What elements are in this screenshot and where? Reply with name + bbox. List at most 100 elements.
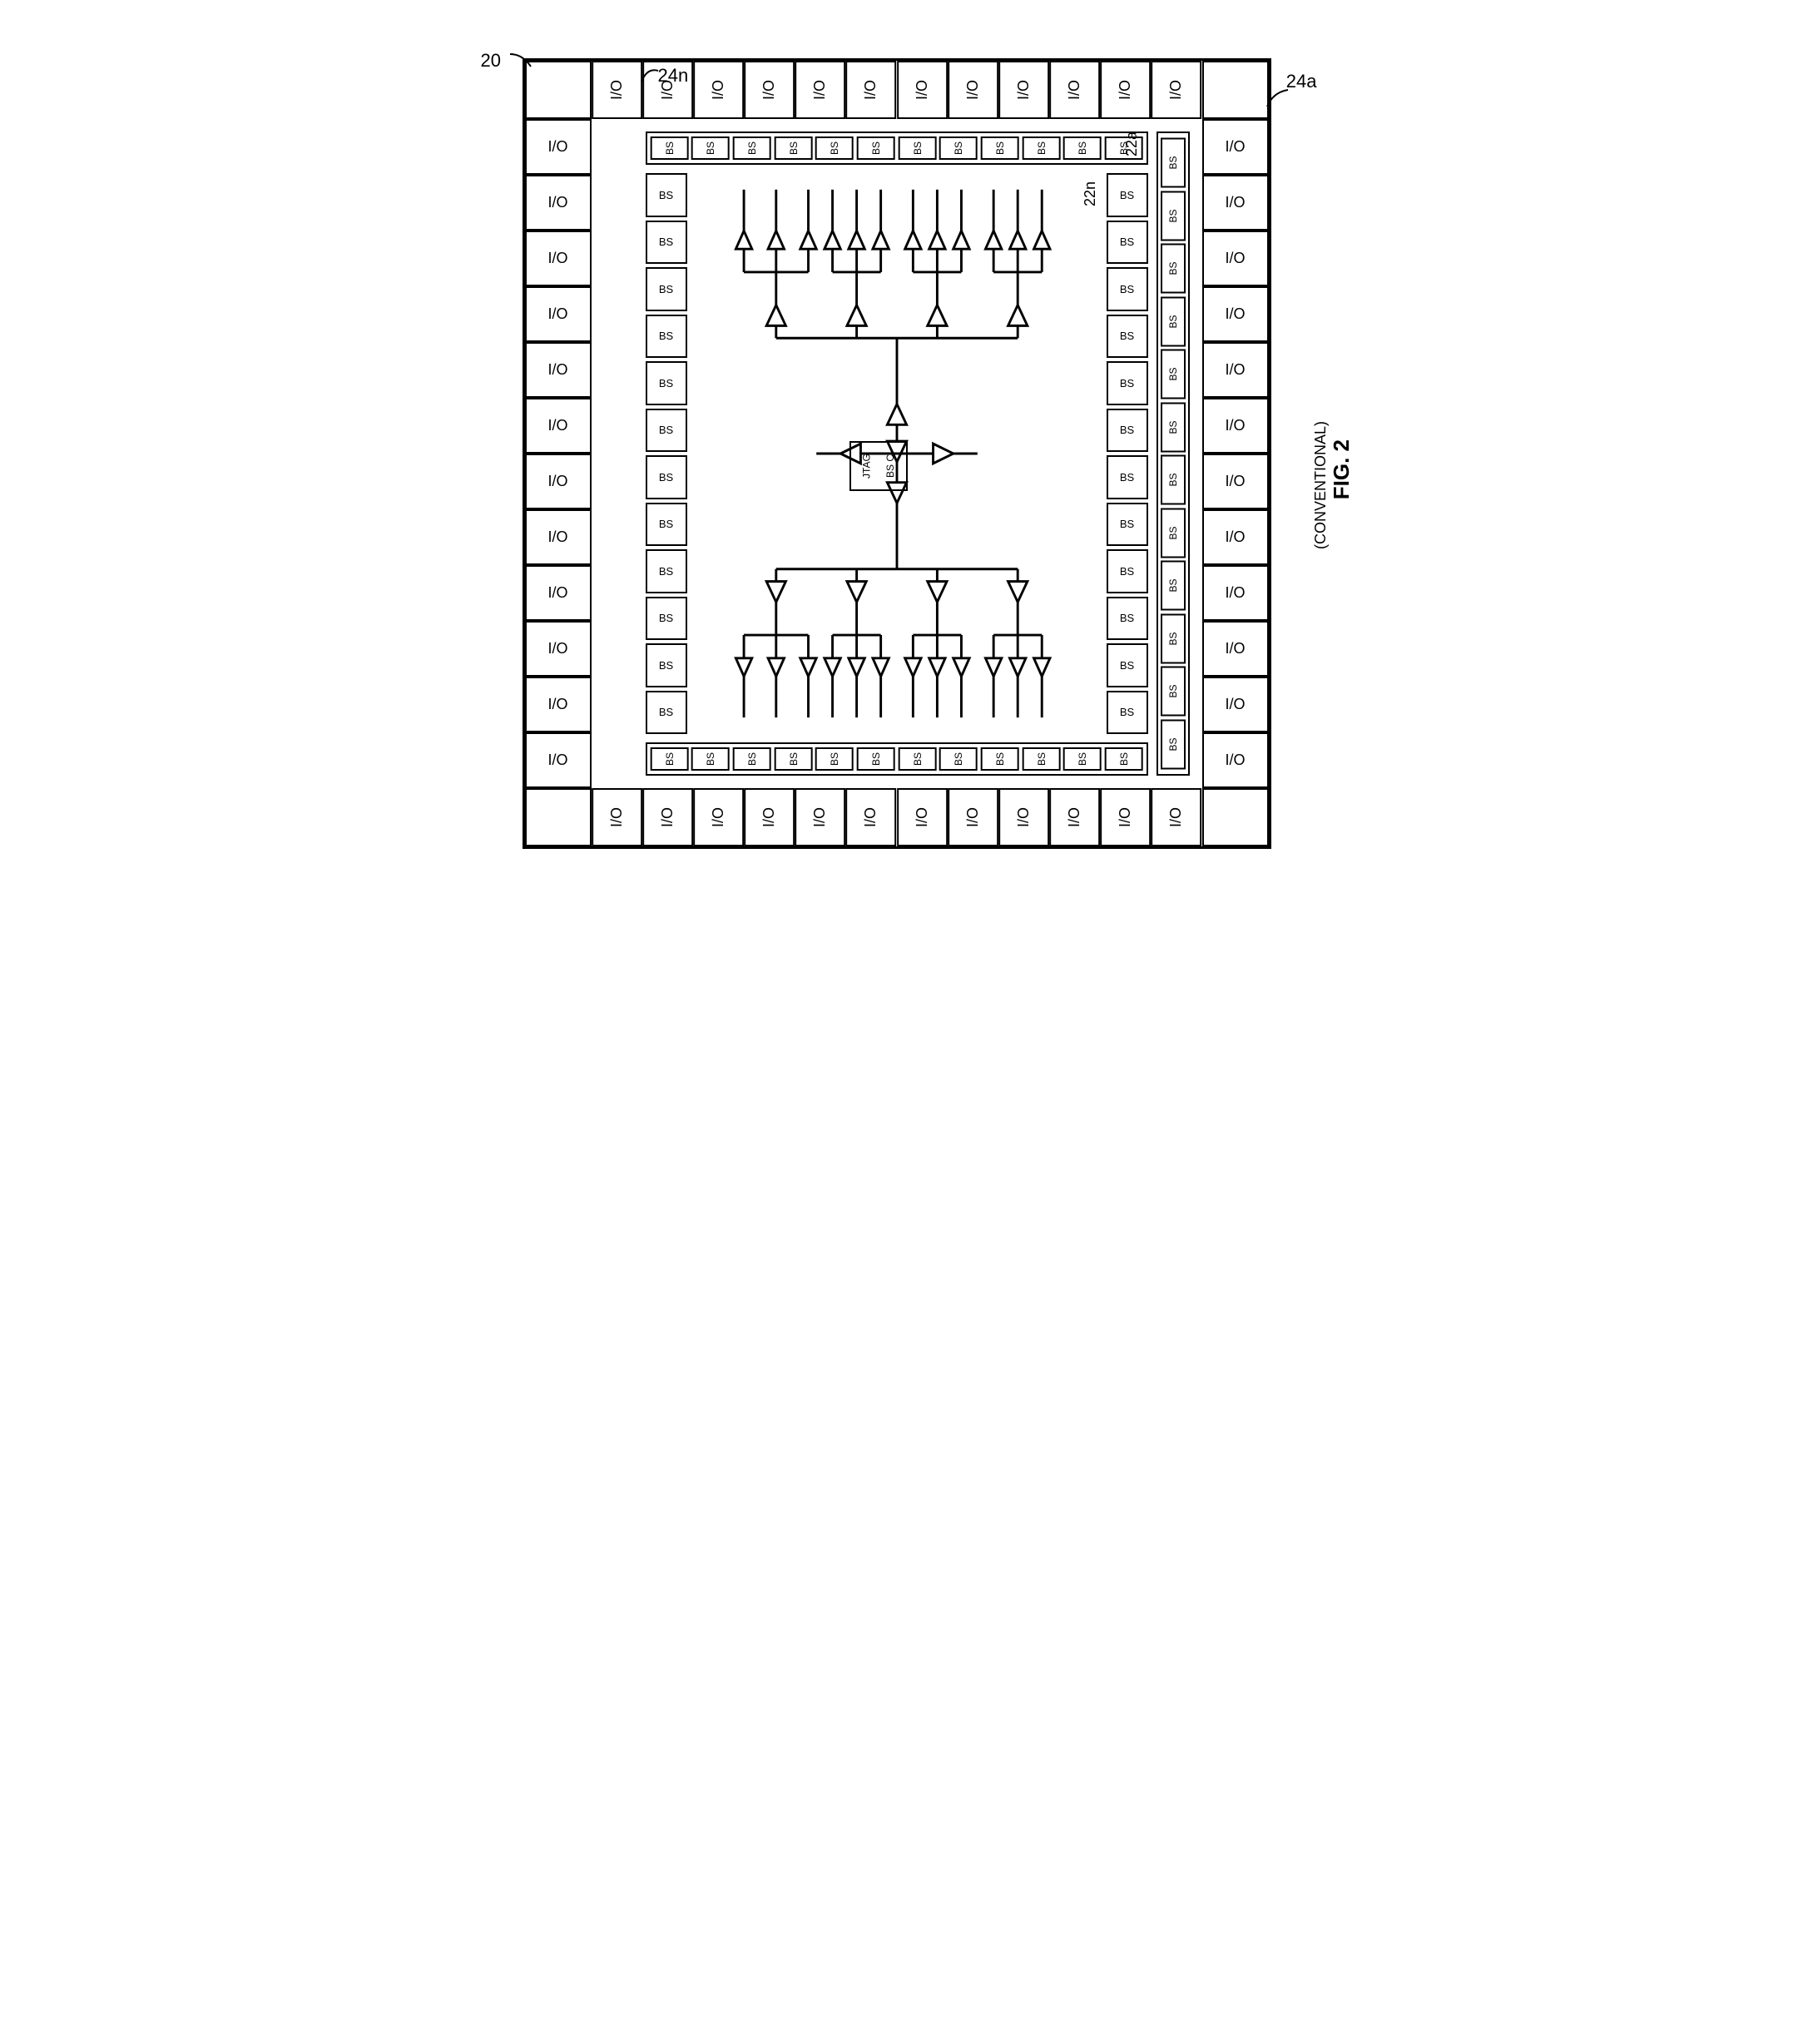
bs-cell: BS: [1107, 409, 1148, 453]
bs-cell: BS: [646, 221, 687, 265]
io-pad: I/O: [1151, 61, 1201, 119]
io-pad: I/O: [1202, 398, 1269, 454]
corner: [525, 788, 592, 846]
bs-cell: BS: [1107, 315, 1148, 359]
io-pad: I/O: [795, 61, 845, 119]
corner: [1202, 61, 1269, 119]
bs-cell: BS: [1161, 244, 1186, 294]
chip-outline: I/OI/OI/OI/OI/OI/OI/OI/OI/OI/OI/OI/O I/O…: [523, 58, 1271, 849]
io-pad: I/O: [693, 61, 744, 119]
bs-cell: BS: [1105, 136, 1143, 160]
io-row-bottom: I/OI/OI/OI/OI/OI/OI/OI/OI/OI/OI/OI/O: [592, 788, 1202, 846]
io-pad: I/O: [1100, 788, 1151, 846]
bs-cell: BS: [1161, 455, 1186, 505]
bs-cell: BS: [1161, 720, 1186, 770]
bs-cell: BS: [899, 747, 937, 771]
bs-cell: BS: [981, 747, 1019, 771]
bs-cell: BS: [646, 549, 687, 593]
bs-cell: BS: [857, 747, 895, 771]
bs-cell: BS: [646, 503, 687, 547]
io-pad: I/O: [525, 454, 592, 509]
io-pad: I/O: [744, 61, 795, 119]
io-pad: I/O: [525, 565, 592, 621]
bs-cell: BS: [815, 136, 854, 160]
bs-cell: BS: [646, 361, 687, 405]
bs-cell: BS: [1161, 350, 1186, 399]
ref-24n: 24n: [658, 65, 689, 87]
bs-cell: BS: [1161, 403, 1186, 453]
io-pad: I/O: [1100, 61, 1151, 119]
io-pad: I/O: [525, 732, 592, 788]
io-pad: I/O: [525, 621, 592, 677]
bs-cell: BS: [1107, 549, 1148, 593]
bs-col-left: BSBSBSBSBSBSBSBSBSBSBSBS: [646, 173, 687, 734]
io-pad: I/O: [845, 61, 896, 119]
bs-outer-right-col: BSBSBSBSBSBSBSBSBSBSBSBS: [1157, 131, 1190, 776]
io-pad: I/O: [998, 61, 1049, 119]
bs-row-top: BSBSBSBSBSBSBSBSBSBSBSBS: [646, 131, 1148, 165]
bs-cell: BS: [651, 136, 689, 160]
corner: [525, 61, 592, 119]
figure-label: FIG. 2: [1329, 439, 1355, 499]
bs-cell: BS: [691, 747, 730, 771]
bs-cell: BS: [775, 747, 813, 771]
bs-cell: BS: [646, 267, 687, 311]
bs-cell: BS: [733, 747, 771, 771]
bs-cell: BS: [1161, 509, 1186, 558]
diagram-wrapper: 20 I/OI/OI/OI/OI/OI/OI/OI/OI/OI/OI/OI/O …: [481, 58, 1313, 849]
io-pad: I/O: [948, 788, 998, 846]
io-pad: I/O: [1151, 788, 1201, 846]
bs-cell: BS: [646, 455, 687, 499]
bs-cell: BS: [1161, 561, 1186, 611]
bs-cell: BS: [1107, 267, 1148, 311]
io-pad: I/O: [693, 788, 744, 846]
bs-cell: BS: [1063, 136, 1102, 160]
bs-cell: BS: [1161, 191, 1186, 241]
bs-cell: BS: [1107, 597, 1148, 641]
bs-cell: BS: [981, 136, 1019, 160]
bs-cell: BS: [1105, 747, 1143, 771]
io-col-left: I/OI/OI/OI/OI/OI/OI/OI/OI/OI/OI/OI/O: [525, 119, 592, 788]
bs-cell: BS: [899, 136, 937, 160]
io-pad: I/O: [642, 788, 693, 846]
io-pad: I/O: [525, 175, 592, 231]
io-pad: I/O: [1202, 342, 1269, 398]
bs-cell: BS: [1161, 667, 1186, 717]
io-pad: I/O: [525, 509, 592, 565]
io-pad: I/O: [1202, 509, 1269, 565]
bs-cell: BS: [1107, 503, 1148, 547]
bs-cell: BS: [646, 691, 687, 735]
bs-cell: BS: [857, 136, 895, 160]
io-pad: I/O: [744, 788, 795, 846]
bs-cell: BS: [691, 136, 730, 160]
io-pad: I/O: [1202, 732, 1269, 788]
bs-cell: BS: [646, 315, 687, 359]
bs-cell: BS: [939, 747, 978, 771]
io-pad: I/O: [998, 788, 1049, 846]
io-pad: I/O: [525, 119, 592, 175]
bs-cell: BS: [1107, 173, 1148, 217]
bs-cell: BS: [1161, 138, 1186, 188]
io-pad: I/O: [525, 286, 592, 342]
bs-cell: BS: [815, 747, 854, 771]
io-pad: I/O: [525, 398, 592, 454]
bs-cell: BS: [1161, 297, 1186, 347]
io-pad: I/O: [897, 61, 948, 119]
io-pad: I/O: [1202, 175, 1269, 231]
io-pad: I/O: [1049, 61, 1100, 119]
io-pad: I/O: [1049, 788, 1100, 846]
bs-cell: BS: [646, 597, 687, 641]
io-col-right: I/OI/OI/OI/OI/OI/OI/OI/OI/OI/OI/OI/O: [1202, 119, 1269, 788]
bs-cell: BS: [651, 747, 689, 771]
bs-cell: BS: [1063, 747, 1102, 771]
bs-cell: BS: [1107, 361, 1148, 405]
io-pad: I/O: [1202, 565, 1269, 621]
io-pad: I/O: [795, 788, 845, 846]
io-pad: I/O: [525, 677, 592, 732]
bs-cell: BS: [1023, 747, 1061, 771]
bs-cell: BS: [733, 136, 771, 160]
io-pad: I/O: [948, 61, 998, 119]
io-pad: I/O: [1202, 454, 1269, 509]
bs-row-bottom: BSBSBSBSBSBSBSBSBSBSBSBS: [646, 742, 1148, 776]
io-pad: I/O: [525, 231, 592, 286]
